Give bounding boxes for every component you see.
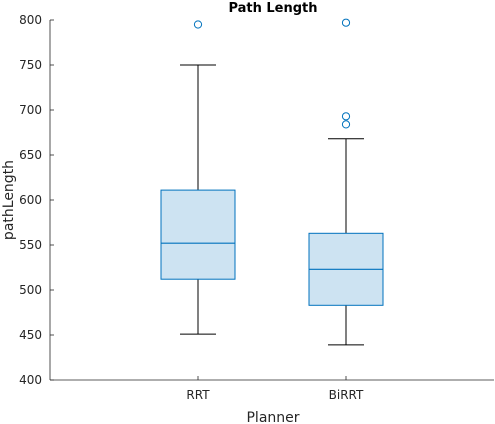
y-axis-title: pathLength <box>1 160 17 240</box>
y-tick-label: 500 <box>19 283 42 297</box>
x-tick-label: RRT <box>186 388 210 402</box>
y-tick-label: 450 <box>19 328 42 342</box>
x-axis-title: Planner <box>246 410 299 424</box>
y-tick-label: 400 <box>19 373 42 387</box>
y-tick-label: 800 <box>19 13 42 27</box>
y-tick-label: 600 <box>19 193 42 207</box>
outlier-point <box>341 112 351 121</box>
chart-title: Path Length <box>228 1 317 16</box>
x-tick-label: BiRRT <box>329 388 364 402</box>
outlier-point <box>341 120 351 129</box>
y-tick-label: 650 <box>19 148 42 162</box>
axes: 400 450 500 550 600 650 700 750 800 RRT BiRRT <box>19 13 494 402</box>
box-rrt <box>160 20 236 335</box>
y-tick-label: 550 <box>19 238 42 252</box>
box-birrt <box>308 18 384 346</box>
outlier-point <box>341 18 351 27</box>
y-tick-label: 700 <box>19 103 42 117</box>
box-iqr <box>160 189 236 280</box>
outlier-point <box>193 20 203 29</box>
boxes <box>160 18 384 346</box>
y-tick-label: 750 <box>19 58 42 72</box>
